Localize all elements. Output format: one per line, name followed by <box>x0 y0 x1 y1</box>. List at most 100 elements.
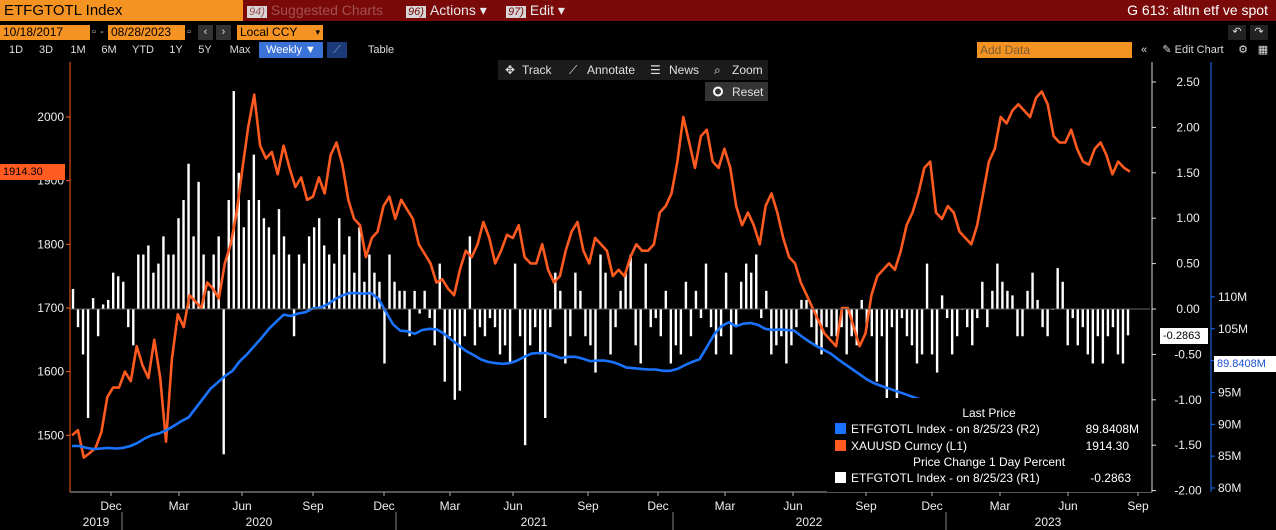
edit-chart-button[interactable]: ✎ Edit Chart <box>1162 44 1224 56</box>
change-bar <box>338 218 341 309</box>
zoom-button[interactable]: Zoom <box>732 63 763 77</box>
x-tick-label: Mar <box>715 499 736 513</box>
period-1y[interactable]: 1Y <box>169 44 183 56</box>
annotate-icon[interactable]: ⟋ <box>569 63 578 77</box>
change-bar <box>810 309 813 328</box>
x-tick-label: Mar <box>169 499 190 513</box>
x-tick-label: Jun <box>503 499 522 513</box>
change-last-value-tag: -0.2863 <box>1160 328 1208 344</box>
period-1m[interactable]: 1M <box>70 44 86 56</box>
change-bar <box>71 289 75 309</box>
change-bar <box>413 290 416 309</box>
change-bar <box>111 272 115 309</box>
chart-type-icon[interactable]: ⟋ <box>327 42 347 58</box>
change-bar <box>86 309 90 418</box>
suggested-charts-button[interactable]: 94) Suggested Charts <box>247 0 383 21</box>
change-bar <box>533 309 537 328</box>
change-bar <box>664 290 668 309</box>
currency-select[interactable]: Local CCY ▾ <box>237 25 323 40</box>
redo-icon[interactable]: ↷ <box>1250 25 1268 40</box>
change-bar <box>152 272 155 309</box>
change-bar <box>498 309 502 355</box>
frequency-select[interactable]: Weekly ▼ <box>259 42 323 58</box>
year-label: 2020 <box>246 515 273 529</box>
change-bar <box>950 309 954 355</box>
change-bar <box>1071 309 1074 319</box>
legend-swatch-etf <box>835 423 846 434</box>
track-icon[interactable]: ✥ <box>505 63 515 77</box>
news-icon[interactable]: ☰ <box>650 63 661 77</box>
change-bar <box>137 254 140 309</box>
calendar-icon[interactable]: ▫ <box>187 26 191 38</box>
change-bar <box>408 309 411 337</box>
change-bar <box>604 272 607 309</box>
next-period-icon[interactable]: › <box>216 25 231 40</box>
change-bar <box>443 309 446 382</box>
chart-settings-icon[interactable]: ⚙ <box>1238 44 1248 56</box>
r1-tick-label: -1.00 <box>1174 393 1202 407</box>
change-bar <box>920 309 924 355</box>
change-bar <box>1031 272 1034 309</box>
l1-tick-label: 1800 <box>37 237 64 251</box>
legend-subheader: Price Change 1 Day Percent <box>912 455 1066 469</box>
reset-icon[interactable] <box>713 86 723 97</box>
undo-icon[interactable]: ↶ <box>1228 25 1246 40</box>
change-bar <box>106 299 110 309</box>
edit-menu[interactable]: 97) Edit ▾ <box>506 0 565 21</box>
actions-number: 96) <box>406 6 426 18</box>
change-bar <box>262 218 266 309</box>
track-button[interactable]: Track <box>522 63 553 77</box>
period-6m[interactable]: 6M <box>101 44 117 56</box>
change-bar <box>317 218 321 309</box>
x-tick-label: Jun <box>232 499 251 513</box>
calendar-icon[interactable]: ▫ <box>92 26 96 38</box>
legend-entry-change[interactable]: ETFGTOTL Index - on 8/25/23 (R1) <box>835 471 1040 485</box>
change-bar <box>1126 309 1130 336</box>
reset-button[interactable]: Reset <box>732 85 764 99</box>
start-date-field[interactable]: 10/18/2017 <box>0 25 90 40</box>
actions-menu[interactable]: 96) Actions ▾ <box>406 0 487 21</box>
legend-entry-etf[interactable]: ETFGTOTL Index - on 8/25/23 (R2) <box>835 422 1040 436</box>
prev-period-icon[interactable]: ‹ <box>198 25 213 40</box>
change-bar <box>363 281 366 309</box>
ticker-field[interactable]: ETFGTOTL Index <box>0 0 243 21</box>
period-5y[interactable]: 5Y <box>198 44 212 56</box>
change-bar <box>574 272 577 309</box>
change-bar <box>322 245 326 309</box>
change-bar <box>790 309 793 346</box>
chart-options-icon[interactable]: ▦ <box>1257 44 1269 56</box>
gold-price-line <box>71 90 1131 459</box>
change-bar <box>890 309 894 328</box>
change-bar <box>101 304 105 309</box>
period-max[interactable]: Max <box>229 44 251 56</box>
change-bar <box>287 254 291 309</box>
change-bar <box>815 309 818 346</box>
change-bar <box>674 309 678 346</box>
end-date-field[interactable]: 08/28/2023 <box>108 25 185 40</box>
change-bar <box>1096 309 1100 337</box>
change-bar <box>996 263 999 309</box>
change-bar <box>739 281 743 309</box>
change-bar <box>1076 309 1079 346</box>
news-button[interactable]: News <box>669 63 699 77</box>
change-bar <box>267 227 271 309</box>
add-data-input[interactable]: Add Data <box>977 42 1132 58</box>
change-bar <box>478 309 482 328</box>
annotate-button[interactable]: Annotate <box>587 63 635 77</box>
change-bar <box>935 309 939 373</box>
table-button[interactable]: Table <box>367 44 395 56</box>
zoom-icon[interactable]: ⌕ <box>714 63 721 77</box>
period-ytd[interactable]: YTD <box>132 44 154 56</box>
period-1d[interactable]: 1D <box>8 44 24 56</box>
change-bar <box>554 272 557 309</box>
period-3d[interactable]: 3D <box>38 44 54 56</box>
l1-tick-label: 2000 <box>37 110 64 124</box>
axes-group: 2000190018001700160015002.502.001.501.00… <box>37 62 1248 530</box>
change-bar <box>629 254 632 309</box>
collapse-icon[interactable]: « <box>1140 44 1148 56</box>
change-bar <box>91 298 95 309</box>
change-bar <box>418 309 421 314</box>
change-bar <box>971 309 974 346</box>
legend-entry-gold[interactable]: XAUUSD Curncy (L1) <box>835 439 967 453</box>
l1-tick-label: 1500 <box>37 428 64 442</box>
